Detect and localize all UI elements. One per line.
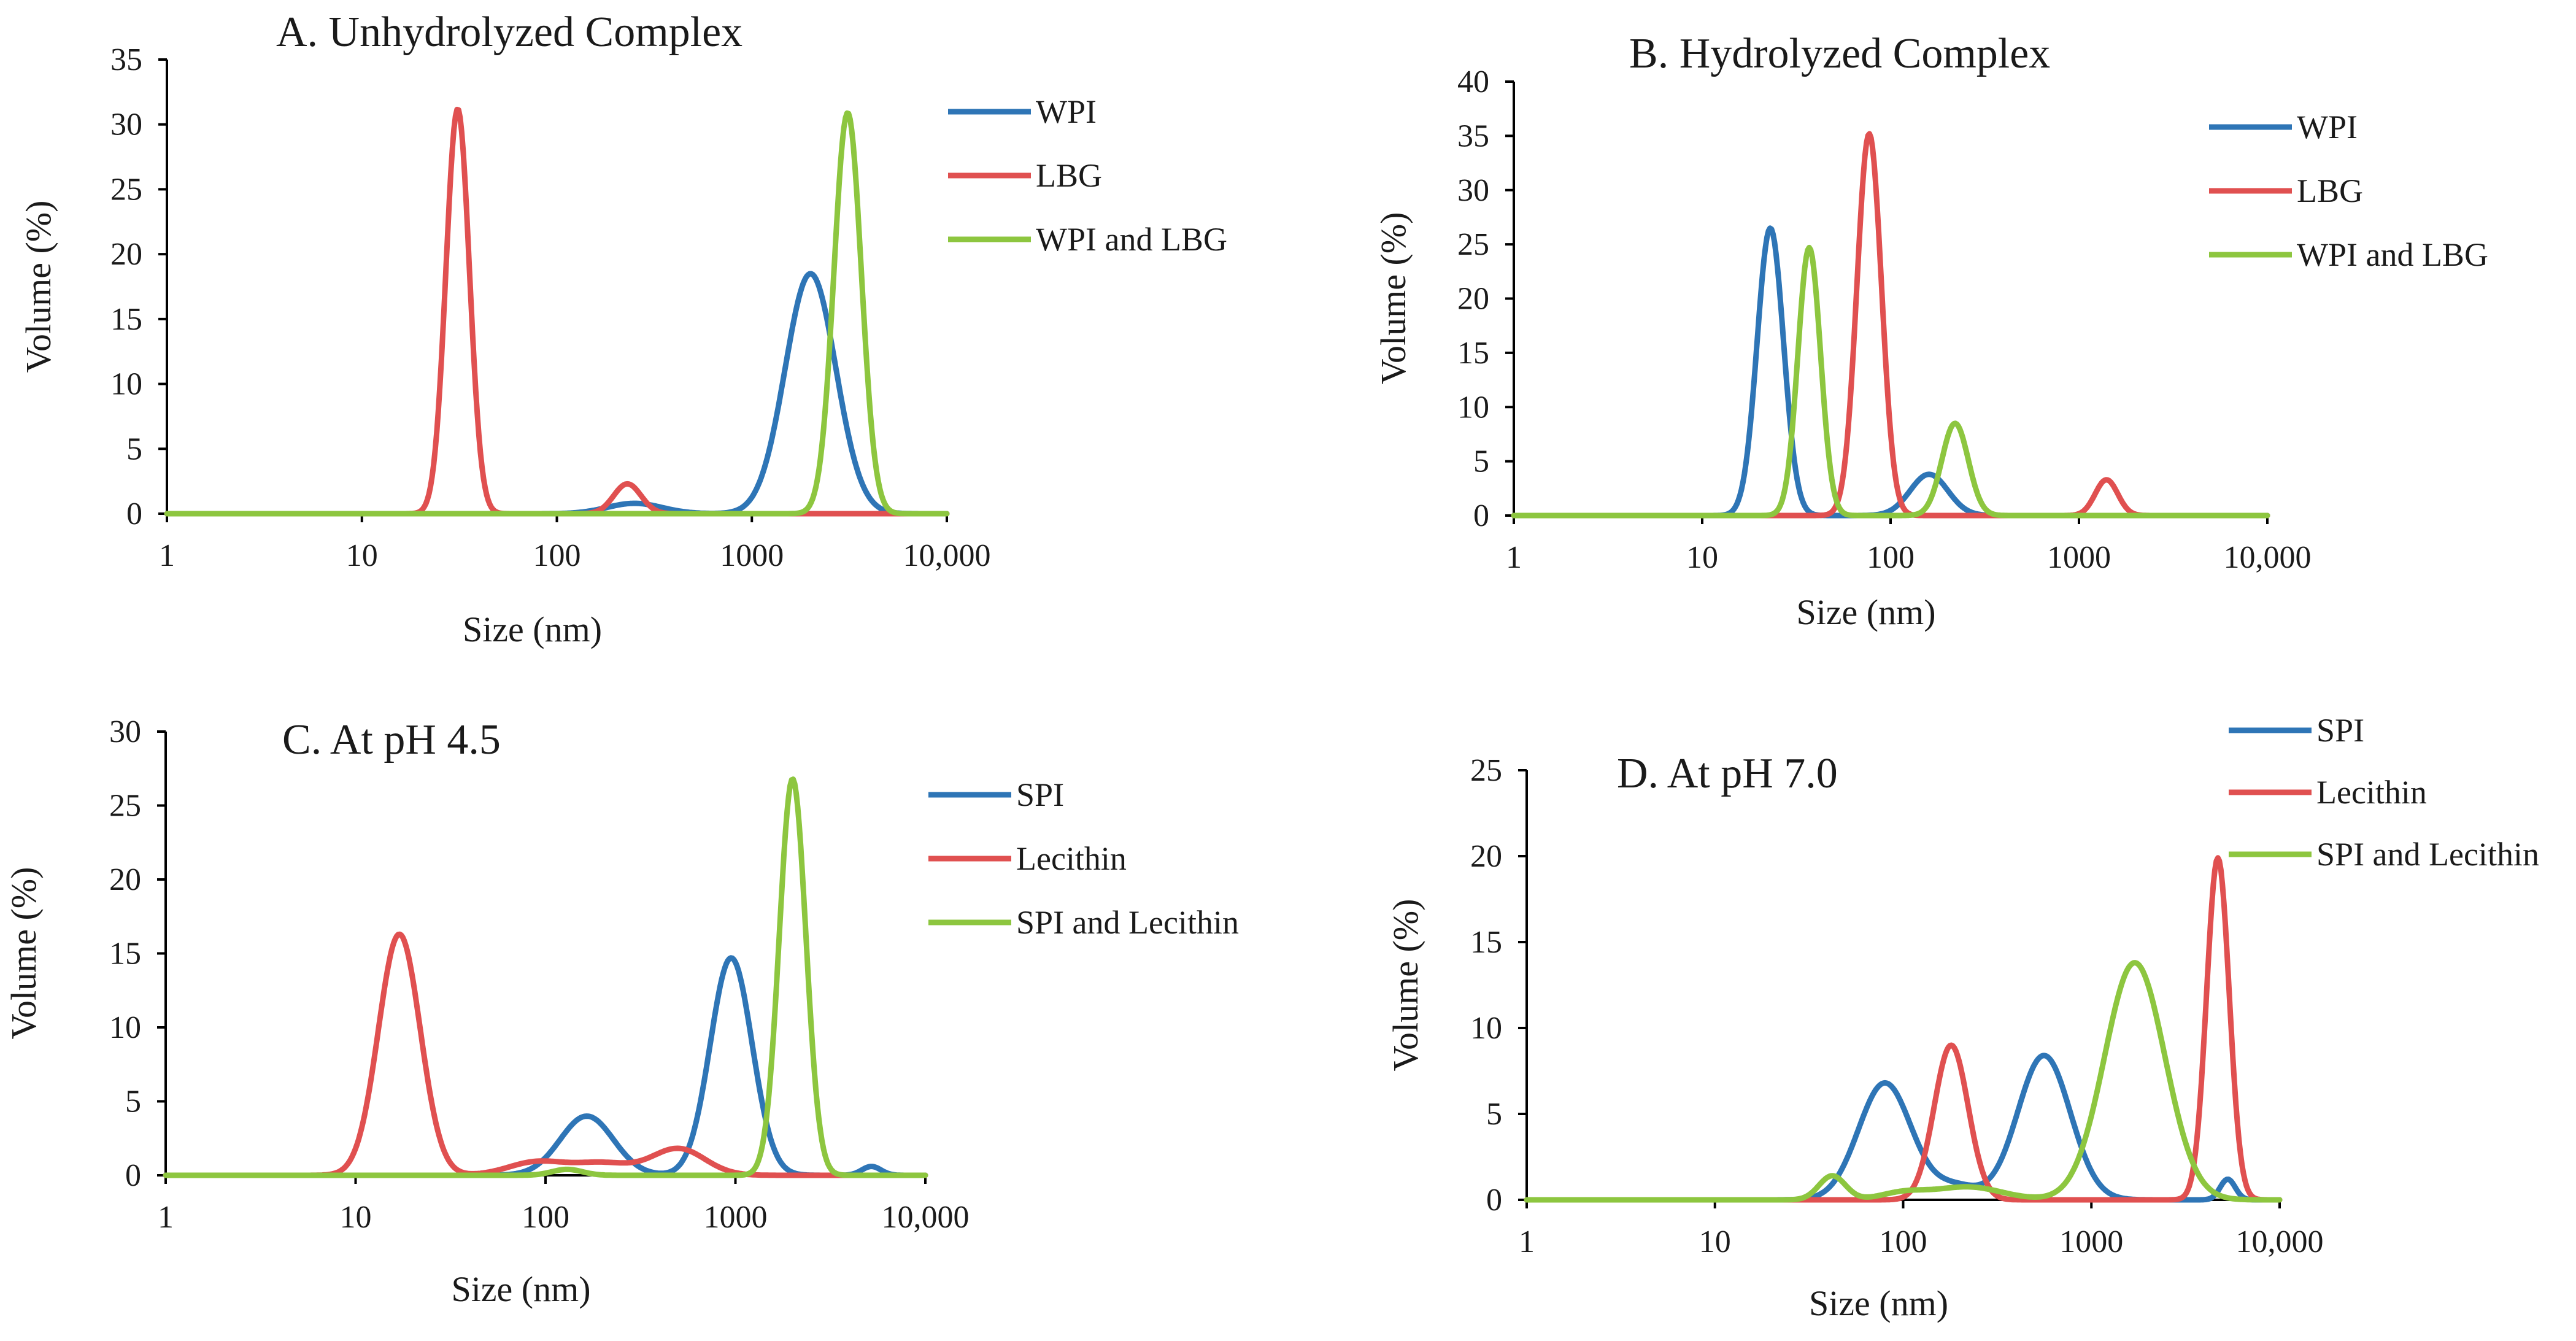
y-tick-label: 40 [1457,64,1489,99]
x-tick-label: 1 [159,538,175,573]
y-tick-label: 20 [109,862,141,897]
legend-label-wpi-and-lbg: WPI and LBG [2297,236,2488,273]
x-tick-label: 100 [1867,540,1915,575]
legend-label-wpi-and-lbg: WPI and LBG [1036,221,1227,258]
y-tick-label: 20 [110,237,142,272]
y-tick-label: 30 [110,107,142,142]
panel-title: B. Hydrolyzed Complex [1629,30,2050,77]
x-axis-label: Size (nm) [1809,1283,1948,1323]
x-tick-label: 1000 [2047,540,2111,575]
series-line-spi-and-lecithin [1524,960,2283,1203]
y-tick-label: 10 [109,1010,141,1045]
series-line-lecithin [1524,855,2283,1203]
y-tick-label: 5 [1473,444,1489,479]
x-tick-label: 100 [522,1200,569,1235]
series-line-lbg [1511,131,2270,519]
y-tick-label: 0 [1486,1183,1502,1218]
y-tick-label: 35 [110,42,142,77]
x-tick-label: 1 [1519,1224,1535,1259]
series-line-wpi-and-lbg [1511,244,2270,519]
y-tick-label: 5 [126,431,142,466]
y-tick-label: 15 [1457,336,1489,371]
y-axis-label: Volume (%) [4,867,44,1040]
panel-d: 0 5 10 15 20 25 1 10 100 1000 10,000 Size (nm) Volum… [1386,712,2539,1323]
x-tick-label: 1000 [704,1200,768,1235]
x-axis-label: Size (nm) [463,609,602,649]
y-tick-label: 35 [1457,118,1489,153]
panel-title: D. At pH 7.0 [1617,750,1838,797]
legend-label-spi-and-lecithin: SPI and Lecithin [2316,836,2539,873]
x-tick-label: 1 [1506,540,1522,575]
y-tick-label: 0 [126,497,142,531]
y-tick-label: 25 [110,172,142,207]
legend-label-spi: SPI [1016,776,1064,813]
y-tick-label: 5 [1486,1097,1502,1132]
x-tick-label: 10 [340,1200,372,1235]
x-tick-label: 10 [1686,540,1718,575]
x-tick-label: 10 [1699,1224,1731,1259]
panel-title: C. At pH 4.5 [282,716,501,763]
x-tick-label: 10,000 [2224,540,2312,575]
y-tick-label: 0 [125,1158,141,1193]
legend-label-spi-and-lecithin: SPI and Lecithin [1016,904,1239,941]
series-line-wpi [1511,225,2270,519]
x-tick-label: 100 [533,538,581,573]
y-axis-label: Volume (%) [1373,212,1413,385]
y-tick-label: 25 [109,789,141,824]
x-axis-label: Size (nm) [451,1269,590,1309]
y-tick-label: 10 [110,367,142,402]
y-tick-label: 30 [1457,173,1489,208]
legend-label-wpi: WPI [2297,109,2358,145]
series-line-wpi-and-lbg [164,110,950,517]
y-tick-label: 25 [1470,753,1502,788]
legend-label-lecithin: Lecithin [2316,774,2427,811]
y-tick-label: 15 [110,302,142,337]
y-axis-label: Volume (%) [18,201,58,373]
legend-label-lbg: LBG [2297,172,2363,209]
x-axis-label: Size (nm) [1796,592,1935,632]
legend-label-wpi: WPI [1036,93,1097,130]
x-tick-label: 1 [158,1200,174,1235]
y-tick-label: 20 [1470,839,1502,874]
x-tick-label: 10 [346,538,378,573]
x-tick-label: 10,000 [903,538,991,573]
y-tick-label: 5 [125,1084,141,1119]
x-tick-label: 100 [1880,1224,1927,1259]
panel-b: 0 5 10 15 20 25 30 35 40 1 10 100 1000 10,000 Size (nm… [1373,30,2488,632]
panel-c: 0 5 10 15 20 25 30 1 10 100 1000 10,000 Size (nm) Vol… [4,714,1239,1309]
y-tick-label: 15 [109,937,141,972]
y-tick-label: 10 [1470,1011,1502,1046]
series-line-spi-and-lecithin [163,776,928,1178]
y-tick-label: 20 [1457,282,1489,317]
x-tick-label: 10,000 [882,1200,970,1235]
y-tick-label: 15 [1470,925,1502,960]
x-tick-label: 10,000 [2236,1224,2324,1259]
y-tick-label: 0 [1473,498,1489,533]
y-tick-label: 30 [109,714,141,749]
panel-title: A. Unhydrolyzed Complex [276,9,742,56]
legend-label-lecithin: Lecithin [1016,840,1127,877]
x-tick-label: 1000 [2059,1224,2123,1259]
x-tick-label: 1000 [720,538,784,573]
y-axis-label: Volume (%) [1386,899,1425,1072]
legend-label-spi: SPI [2316,712,2364,749]
y-tick-label: 10 [1457,390,1489,425]
legend-label-lbg: LBG [1036,157,1102,194]
y-tick-label: 25 [1457,227,1489,262]
panel-a: 0 5 10 15 20 25 30 35 1 10 100 1000 10,000 Size (nm) V… [18,9,1227,649]
